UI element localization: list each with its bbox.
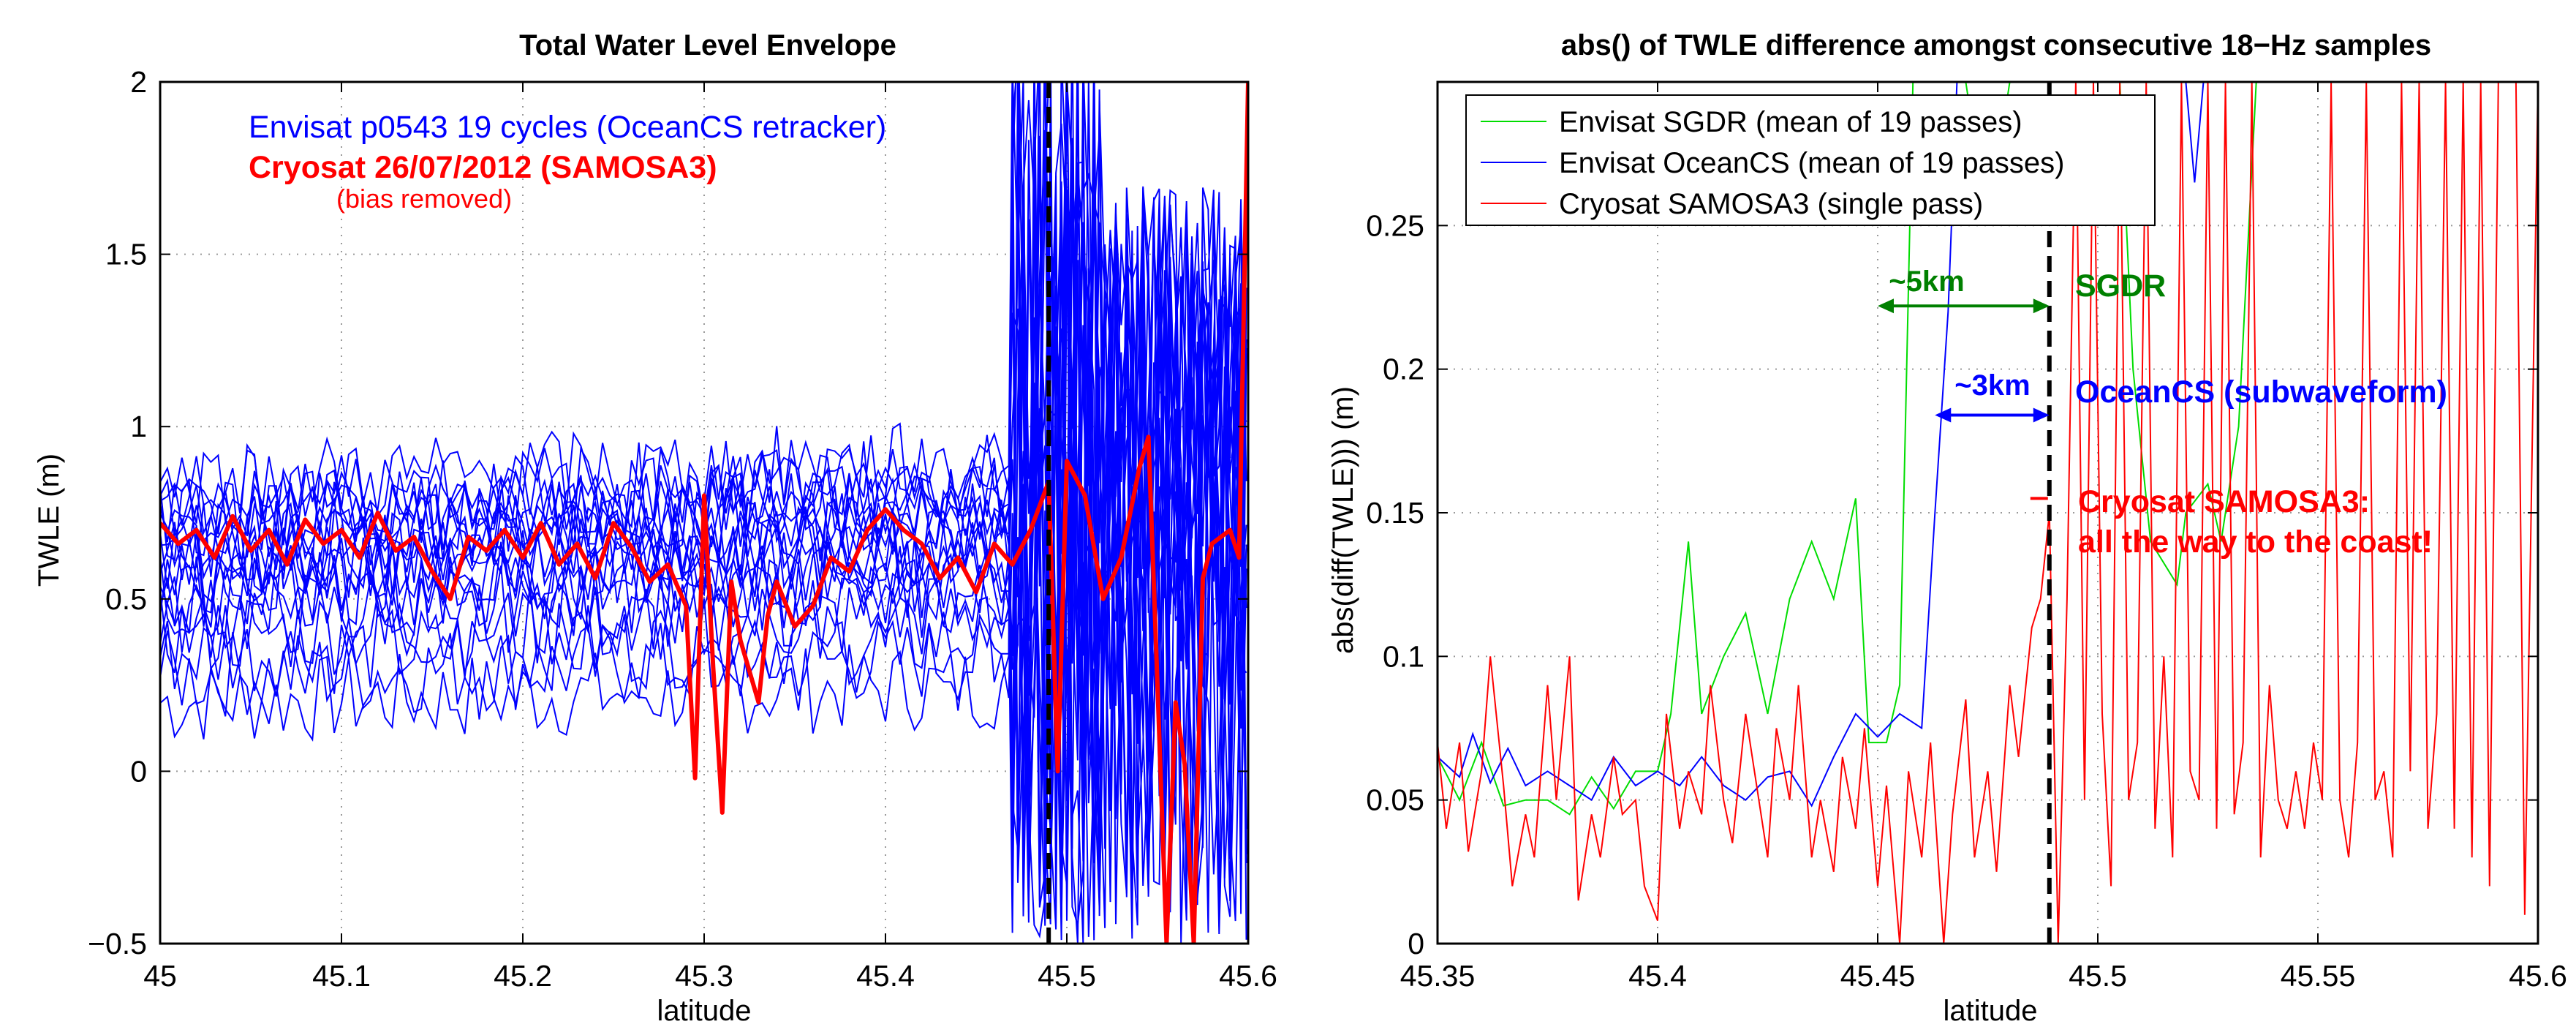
- left-chart-panel: Total Water Level Envelope 45 45.1 45.2 45.…: [33, 29, 1277, 1027]
- right-y-tick-label: 0: [1408, 927, 1424, 960]
- right-y-tick-label: 0.2: [1383, 353, 1424, 386]
- left-tick-labels: 45 45.1 45.2 45.3 45.4 45.5 45.6 −0.5 0 0.5 1 1.5 2: [88, 65, 1277, 993]
- envisat-cycle-line: [160, 82, 1247, 908]
- left-plot-area: [160, 82, 1248, 944]
- left-x-axis-label: latitude: [657, 995, 752, 1027]
- left-x-tick-label: 45.1: [312, 959, 371, 993]
- annotation-sgdr: SGDR: [2075, 268, 2166, 304]
- right-plot-area: [1438, 82, 2538, 944]
- left-x-tick-label: 45.4: [856, 959, 915, 993]
- cryosat-series-line: [1438, 82, 2538, 944]
- right-x-tick-label: 45.35: [1400, 959, 1476, 993]
- arrow-5km-head-right: [2033, 298, 2050, 314]
- left-y-tick-label: 1.5: [105, 238, 147, 271]
- left-y-tick-label: 0.5: [105, 582, 147, 616]
- cryosat-line: [160, 82, 1248, 944]
- right-y-tick-label: 0.05: [1366, 783, 1424, 817]
- right-x-tick-label: 45.45: [1840, 959, 1916, 993]
- right-y-tick-label: 0.1: [1383, 639, 1424, 673]
- arrow-5km-head-left: [1878, 298, 1894, 314]
- right-y-tick-label: 0.15: [1366, 496, 1424, 530]
- right-legend: Envisat SGDR (mean of 19 passes) Envisat…: [1465, 94, 2156, 226]
- right-x-tick-label: 45.4: [1628, 959, 1687, 993]
- legend-box: [1465, 94, 2156, 226]
- right-x-axis-label: latitude: [1944, 995, 2038, 1027]
- left-y-tick-label: 2: [130, 65, 147, 99]
- right-chart-title: abs() of TWLE difference amongst consecu…: [1561, 29, 2431, 61]
- right-y-axis-label: abs(diff(TWLE))) (m): [1327, 386, 1359, 654]
- right-annotations: ~5km ~3km SGDR OceanCS (subwaveform) Cry…: [1878, 266, 2447, 560]
- annotation-oceancs: OceanCS (subwaveform): [2075, 375, 2447, 410]
- arrow-3km-head-right: [2033, 407, 2050, 423]
- sgdr-series-line: [1438, 82, 2257, 816]
- envisat-cycle-line: [160, 82, 1247, 941]
- left-y-tick-label: −0.5: [88, 927, 147, 960]
- right-y-tick-label: 0.25: [1366, 208, 1424, 242]
- envisat-cycle-line: [160, 82, 1247, 933]
- left-y-axis-label: TWLE (m): [33, 454, 65, 587]
- left-x-tick-label: 45.3: [675, 959, 733, 993]
- envisat-cycle-line: [160, 82, 1247, 928]
- left-x-tick-label: 45: [143, 959, 177, 993]
- legend-label-cryosat: Cryosat SAMOSA3 (single pass): [1559, 188, 1983, 220]
- left-axes-box: [159, 80, 1250, 945]
- right-x-tick-label: 45.6: [2509, 959, 2567, 993]
- annotation-cryosat-line2: all the way to the coast!: [2078, 524, 2433, 560]
- envisat-cycle-line: [160, 128, 1247, 940]
- arrow-3km-head-left: [1935, 407, 1952, 423]
- left-x-tick-label: 45.5: [1038, 959, 1096, 993]
- right-x-tick-label: 45.5: [2069, 959, 2127, 993]
- left-annotation-envisat: Envisat p0543 19 cycles (OceanCS retrack…: [249, 110, 886, 145]
- right-axes-box: [1436, 80, 2539, 945]
- annotation-5km: ~5km: [1889, 266, 1964, 298]
- left-x-tick-label: 45.6: [1219, 959, 1277, 993]
- left-x-tick-label: 45.2: [494, 959, 552, 993]
- left-annotation-cryosat: Cryosat 26/07/2012 (SAMOSA3): [249, 150, 717, 185]
- annotation-cryosat-line1: Cryosat SAMOSA3:: [2078, 484, 2370, 519]
- left-chart-title: Total Water Level Envelope: [519, 29, 896, 61]
- oceancs-series-line: [1438, 82, 2205, 808]
- left-y-tick-label: 1: [130, 410, 147, 443]
- right-chart-panel: abs() of TWLE difference amongst consecu…: [1327, 29, 2567, 1027]
- right-x-tick-label: 45.55: [2281, 959, 2356, 993]
- legend-label-oceancs: Envisat OceanCS (mean of 19 passes): [1559, 147, 2064, 179]
- left-annotation-bias: (bias removed): [336, 184, 512, 214]
- left-y-tick-label: 0: [130, 754, 147, 788]
- annotation-3km: ~3km: [1954, 369, 2030, 402]
- envisat-cycle-line: [160, 82, 1247, 939]
- legend-label-sgdr: Envisat SGDR (mean of 19 passes): [1559, 106, 2022, 138]
